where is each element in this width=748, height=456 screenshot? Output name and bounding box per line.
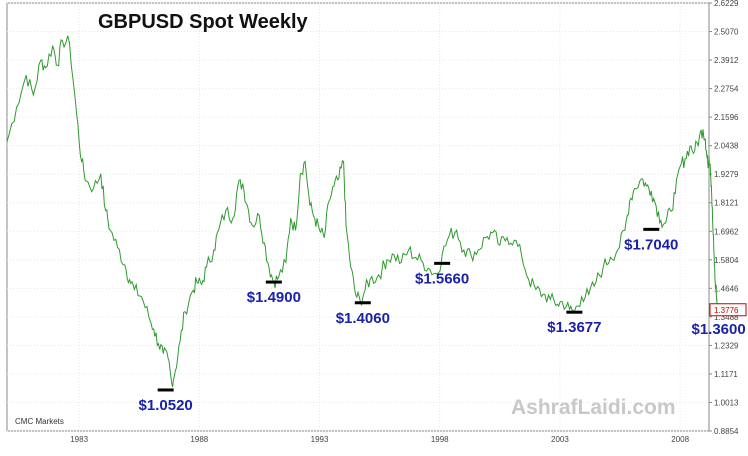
low-marker-dash [434,261,451,265]
y-tick-label: 2.5070 [714,28,739,37]
low-marker-dash [265,280,282,284]
low-marker-dash [354,301,371,305]
y-tick-label: 1.5804 [714,256,739,265]
y-tick-label: 2.3912 [714,56,739,65]
last-value-marker: 1.3776 [709,303,747,317]
watermark-text: AshrafLaidi.com [511,396,676,419]
low-marker-dash [643,227,660,231]
y-tick-label: 2.1596 [714,113,739,122]
y-tick-label: 2.0438 [714,142,739,151]
x-tick-label: 1988 [190,435,208,444]
low-marker-dash [566,310,583,314]
y-tick-label: 1.2329 [714,341,739,350]
source-label: CMC Markets [15,417,64,426]
y-tick-label: 1.0013 [714,398,739,407]
x-tick-label: 1998 [431,435,449,444]
low-value-label: $1.3677 [547,319,601,336]
gbpusd-series-line [6,35,718,388]
y-tick-label: 1.1171 [714,370,738,379]
low-value-label: $1.0520 [139,397,193,414]
grid-lines [7,2,709,432]
x-tick-label: 2003 [551,435,569,444]
y-tick-label: 1.6962 [714,227,739,236]
plot-area [6,2,710,432]
low-marker-dash [157,388,174,392]
low-value-label: $1.4900 [247,289,301,306]
low-value-label: $1.3600 [691,321,745,338]
low-value-label: $1.4060 [336,310,390,327]
x-tick-label: 1993 [311,435,329,444]
last-value-box [709,303,747,317]
y-tick-label: 1.8121 [714,199,739,208]
low-value-label: $1.5660 [415,270,469,287]
y-tick-label: 1.3488 [714,313,739,322]
last-value-label: 1.3776 [714,306,739,315]
x-axis-ticks: 1983 1988 1993 1998 2003 2008 [70,435,689,444]
x-tick-label: 1983 [70,435,88,444]
annotation-markers: $1.0520 $1.4900 $1.4060 $1.5660 $1.3677 $1.70… [139,227,746,414]
y-tick-label: 0.8854 [714,427,739,436]
y-axis-ticks: 2.6229 2.5070 2.3912 2.2754 2.1596 2.0438 1.92… [709,0,739,436]
y-tick-label: 2.6229 [714,0,739,8]
chart-title: GBPUSD Spot Weekly [98,11,309,33]
x-tick-label: 2008 [671,435,689,444]
y-tick-label: 2.2754 [714,85,739,94]
y-tick-label: 1.9279 [714,170,739,179]
y-tick-label: 1.4646 [714,284,739,293]
low-value-label: $1.7040 [624,236,678,253]
